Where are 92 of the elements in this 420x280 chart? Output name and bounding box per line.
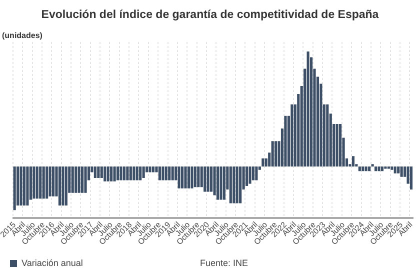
bar [39, 166, 42, 199]
bar [16, 166, 20, 206]
bar [284, 116, 287, 166]
bar [178, 166, 180, 188]
bar [236, 166, 238, 204]
bar [120, 166, 122, 180]
bar [168, 166, 171, 180]
bar [126, 166, 129, 180]
bar [326, 104, 329, 166]
bar [78, 166, 80, 193]
bar [206, 166, 210, 192]
bar [58, 166, 62, 206]
bar [378, 166, 380, 172]
bar [384, 166, 387, 169]
bar [352, 156, 354, 166]
bar [387, 166, 390, 169]
bar [22, 166, 26, 206]
bar [106, 166, 110, 182]
bar [245, 166, 248, 186]
bar [104, 166, 106, 182]
bar [190, 166, 194, 188]
bar [139, 166, 142, 180]
legend-label: Variación anual [22, 258, 83, 268]
bar [136, 166, 138, 180]
bar [100, 166, 103, 178]
bar [390, 166, 394, 170]
bar [32, 166, 36, 199]
bar [187, 166, 190, 188]
bar [252, 166, 255, 180]
bar [36, 166, 38, 199]
bar [180, 166, 184, 188]
bar [171, 166, 174, 180]
bar [52, 166, 55, 196]
bar [110, 166, 113, 182]
bar [364, 166, 368, 172]
bar [94, 166, 96, 178]
bar [20, 166, 22, 206]
bar [62, 166, 64, 206]
bar [368, 166, 371, 172]
bar [394, 166, 396, 174]
chart-title: Evolución del índice de garantía de competitividad de España [40, 9, 380, 21]
bar [26, 166, 29, 206]
bar [197, 166, 200, 188]
bar [122, 166, 126, 180]
bar [74, 166, 78, 193]
bar [132, 166, 136, 180]
bar [262, 158, 264, 166]
bar [222, 166, 226, 200]
bar [71, 166, 74, 193]
bar [97, 166, 100, 178]
bar [336, 124, 338, 166]
bar [239, 166, 242, 204]
y-axis-title: (unidades) [2, 31, 42, 40]
bar [229, 166, 232, 204]
bar [46, 166, 48, 199]
bar [210, 166, 213, 192]
bar [48, 166, 52, 196]
bar [142, 166, 145, 178]
bar [248, 166, 252, 184]
bar [64, 166, 68, 206]
bar [410, 166, 413, 190]
bar [158, 166, 161, 180]
bar [129, 166, 132, 180]
bar [204, 166, 206, 192]
bar [358, 166, 361, 172]
bar [113, 166, 116, 182]
bar [232, 166, 236, 204]
bar [81, 166, 84, 193]
bar [116, 166, 120, 180]
bar [152, 166, 155, 172]
bar [362, 166, 364, 172]
bar [400, 166, 403, 177]
bar [380, 166, 384, 172]
bar [42, 166, 45, 199]
bar [374, 166, 378, 172]
bar [306, 52, 310, 166]
bar [216, 166, 220, 200]
bar [339, 124, 342, 166]
bar [290, 104, 294, 166]
bar [397, 166, 400, 174]
source-note: Fuente: INE [200, 258, 248, 268]
bar [271, 141, 274, 166]
bar [162, 166, 164, 180]
bar [84, 166, 87, 193]
bar [184, 166, 187, 188]
bar [13, 166, 16, 210]
bar [148, 166, 152, 172]
bar [274, 141, 278, 166]
bar [220, 166, 222, 200]
bar [164, 166, 168, 180]
bar [255, 166, 258, 180]
bar [194, 166, 196, 188]
